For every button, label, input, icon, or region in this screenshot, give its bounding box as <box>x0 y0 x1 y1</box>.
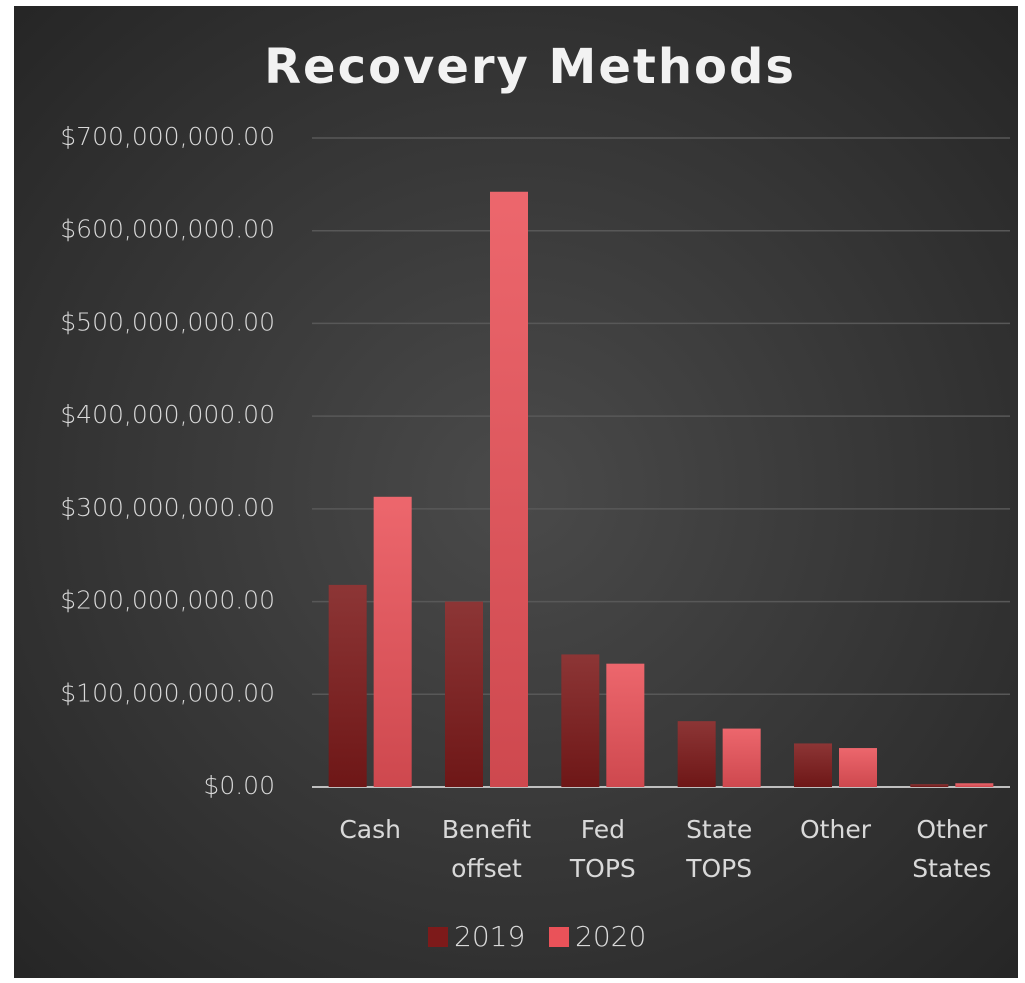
x-tick-label: Benefit offset <box>441 815 532 883</box>
legend-label: 2019 <box>454 920 525 953</box>
x-tick-label: State TOPS <box>686 815 753 883</box>
x-tick-label: Other States <box>912 815 992 883</box>
legend-swatch <box>428 927 448 947</box>
y-tick-label: $300,000,000.00 <box>60 493 275 522</box>
chart-title: Recovery Methods <box>264 39 796 95</box>
x-tick-label: Other <box>800 815 871 844</box>
bar <box>722 728 761 787</box>
x-tick-label: Fed TOPS <box>569 815 636 883</box>
legend-swatch <box>549 927 569 947</box>
legend-label: 2020 <box>575 920 646 953</box>
y-tick-label: $700,000,000.00 <box>60 122 275 151</box>
bar <box>561 654 600 787</box>
y-tick-label: $400,000,000.00 <box>60 400 275 429</box>
bar <box>839 748 877 787</box>
bar <box>794 743 832 787</box>
bar <box>677 721 716 787</box>
bar <box>490 191 528 787</box>
y-tick-label: $100,000,000.00 <box>60 678 275 707</box>
bar <box>373 496 412 787</box>
bar <box>955 783 994 787</box>
bar <box>328 584 367 787</box>
y-tick-label: $500,000,000.00 <box>60 307 275 336</box>
bar <box>910 784 949 787</box>
bar <box>445 601 483 787</box>
x-tick-label: Cash <box>339 815 401 844</box>
y-tick-label: $600,000,000.00 <box>60 215 275 244</box>
y-tick-label: $0.00 <box>203 771 275 800</box>
y-tick-label: $200,000,000.00 <box>60 586 275 615</box>
bar <box>606 663 645 787</box>
